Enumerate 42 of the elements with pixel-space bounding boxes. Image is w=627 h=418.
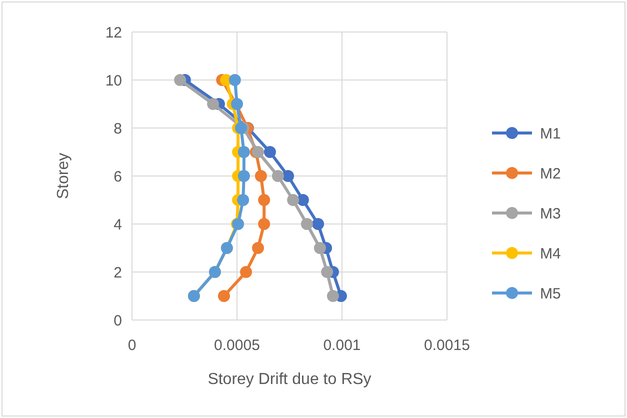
- point: [287, 194, 300, 206]
- x-axis-title: Storey Drift due to RSy: [208, 371, 372, 388]
- y-tick-label: 10: [105, 72, 122, 90]
- legend-label: M4: [540, 245, 561, 262]
- point: [258, 218, 270, 230]
- point: [238, 170, 250, 182]
- legend-label: M3: [540, 205, 561, 222]
- point: [240, 266, 252, 278]
- point: [312, 218, 324, 230]
- point: [254, 170, 267, 182]
- x-tick-label: 0: [128, 337, 136, 354]
- point: [326, 290, 339, 302]
- y-axis-title: Storey: [55, 152, 72, 200]
- point: [238, 146, 250, 158]
- point: [300, 218, 313, 230]
- y-tick-label: 8: [114, 120, 122, 138]
- legend-label: M2: [540, 165, 561, 182]
- point: [252, 146, 264, 158]
- point: [174, 74, 186, 86]
- y-tick-label: 4: [114, 216, 122, 234]
- y-tick-label: 6: [114, 168, 122, 186]
- point: [264, 146, 276, 158]
- point: [321, 266, 334, 278]
- point: [237, 194, 250, 206]
- point: [207, 98, 220, 110]
- y-tick-label: 2: [114, 264, 122, 282]
- point: [218, 290, 230, 302]
- y-tick-label: 0: [114, 312, 122, 330]
- point: [296, 194, 309, 206]
- y-tick-label: 12: [105, 24, 122, 42]
- point: [252, 242, 264, 254]
- point: [272, 170, 284, 182]
- x-tick-label: 0.0005: [214, 337, 260, 354]
- point: [258, 194, 270, 206]
- legend-label: M5: [540, 285, 561, 302]
- x-tick-label: 0.001: [323, 337, 361, 354]
- point: [234, 122, 247, 134]
- point: [314, 242, 326, 254]
- x-tick-label: 0.0015: [424, 337, 470, 354]
- legend-label: M1: [540, 125, 561, 142]
- point: [228, 74, 241, 86]
- point: [282, 170, 294, 182]
